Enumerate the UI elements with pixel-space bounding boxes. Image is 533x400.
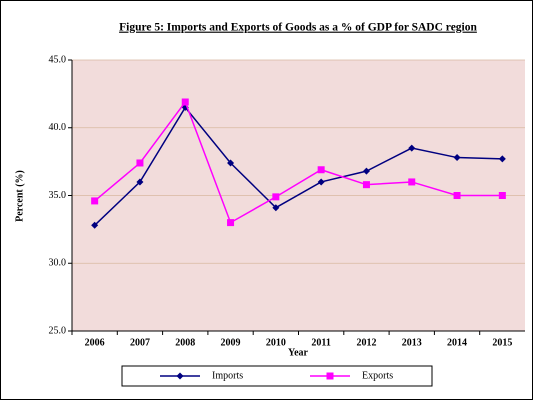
- x-tick-label: 2014: [447, 337, 467, 348]
- y-tick-label: 40.0: [49, 122, 67, 133]
- chart-title: Figure 5: Imports and Exports of Goods a…: [119, 22, 477, 34]
- y-tick-label: 30.0: [49, 258, 67, 269]
- data-point: [272, 193, 280, 201]
- data-point: [408, 178, 416, 186]
- x-axis-label: Year: [288, 347, 309, 358]
- data-point: [453, 154, 461, 162]
- data-point: [227, 159, 235, 167]
- data-point: [408, 144, 416, 152]
- data-point: [91, 221, 99, 229]
- data-point: [272, 204, 280, 212]
- x-tick-label: 2007: [130, 337, 150, 348]
- x-tick-label: 2008: [175, 337, 195, 348]
- x-tick-label: 2011: [311, 337, 330, 348]
- y-tick-label: 45.0: [49, 54, 67, 65]
- data-point: [181, 98, 189, 106]
- data-point: [362, 181, 370, 189]
- series-line: [94, 100, 503, 224]
- series-line: [94, 106, 503, 226]
- y-axis-label: Percent (%): [14, 170, 25, 222]
- y-tick-label: 35.0: [49, 190, 67, 201]
- x-tick-label: 2006: [85, 337, 105, 348]
- legend-label: Exports: [362, 370, 393, 381]
- data-point: [136, 159, 144, 167]
- data-point: [317, 166, 325, 174]
- data-point: [498, 192, 506, 199]
- legend-marker: [326, 372, 334, 380]
- x-tick-label: 2012: [356, 337, 376, 348]
- data-point: [317, 178, 325, 186]
- y-tick-label: 25.0: [49, 325, 67, 336]
- data-point: [91, 197, 99, 205]
- x-tick-label: 2015: [492, 337, 512, 348]
- x-tick-label: 2013: [402, 337, 422, 348]
- x-tick-label: 2009: [221, 337, 241, 348]
- data-point: [453, 192, 461, 199]
- legend: [121, 365, 433, 387]
- x-tick-label: 2010: [266, 337, 286, 348]
- data-point: [362, 167, 370, 175]
- data-point: [498, 155, 506, 163]
- legend-label: Imports: [212, 370, 243, 381]
- legend-marker: [176, 372, 184, 380]
- data-point: [136, 178, 144, 186]
- data-point: [227, 219, 235, 227]
